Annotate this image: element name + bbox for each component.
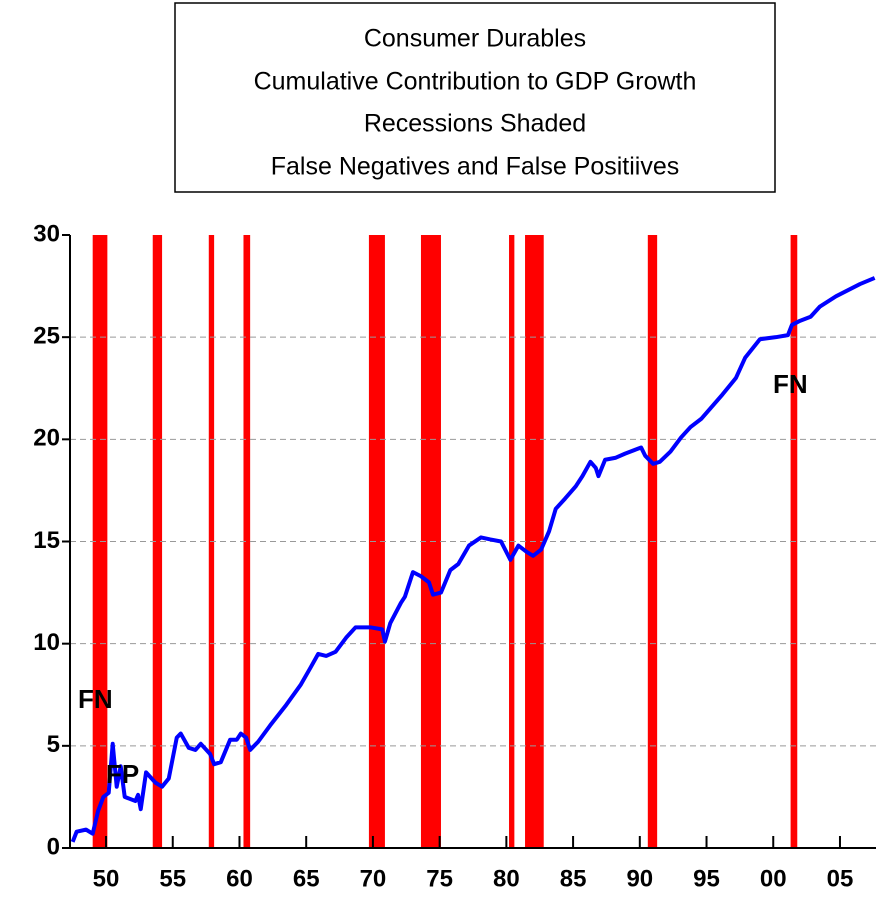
chart-title: Cumulative Contribution to GDP Growth (254, 68, 697, 96)
y-tick-label: 25 (33, 323, 60, 350)
x-tick-label: 75 (426, 865, 453, 892)
y-tick-label: 0 (47, 833, 60, 860)
y-tick-label: 10 (33, 629, 60, 656)
x-tick-label: 80 (493, 865, 520, 892)
y-tick-label: 20 (33, 425, 60, 452)
x-tick-label: 95 (693, 865, 720, 892)
x-tick-label: 00 (760, 865, 787, 892)
y-tick-label: 5 (47, 731, 60, 758)
y-tick-label: 30 (33, 220, 60, 247)
recession-band (243, 235, 251, 848)
x-tick-label: 50 (93, 865, 120, 892)
chart-title: False Negatives and False Positiives (271, 153, 680, 181)
recession-band (368, 235, 385, 848)
recession-band (152, 235, 163, 848)
x-tick-label: 65 (293, 865, 320, 892)
annotation: FP (106, 759, 139, 789)
x-tick-label: 60 (226, 865, 253, 892)
data-line (70, 276, 876, 843)
x-tick-label: 05 (827, 865, 854, 892)
x-tick-label: 85 (560, 865, 587, 892)
chart-title: Consumer Durables (364, 25, 586, 53)
x-tick-label: 90 (626, 865, 653, 892)
annotation: FN (773, 369, 808, 399)
title-box (174, 2, 776, 193)
x-tick-label: 55 (159, 865, 186, 892)
chart-title: Recessions Shaded (364, 110, 586, 138)
x-tick-label: 70 (360, 865, 387, 892)
y-tick-label: 15 (33, 527, 60, 554)
annotation: FN (78, 684, 113, 714)
